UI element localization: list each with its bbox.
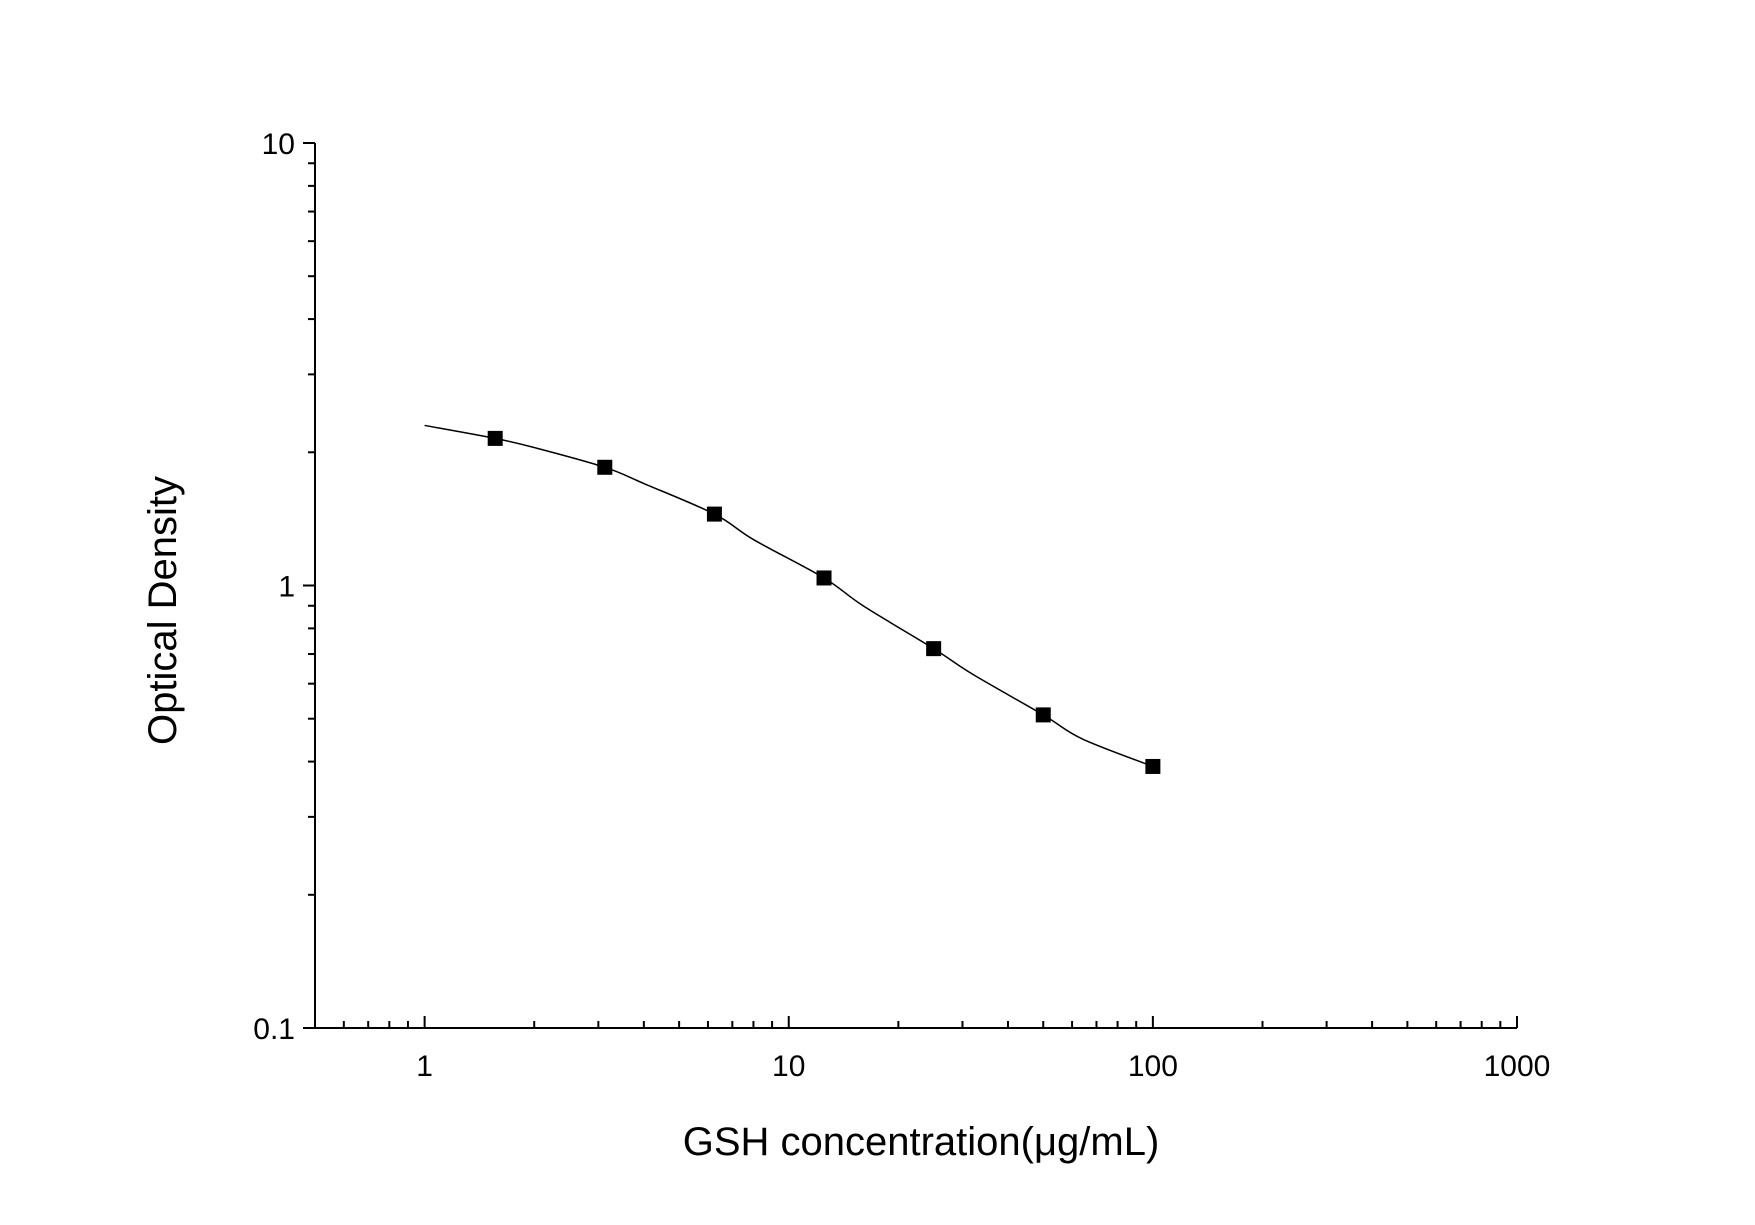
y-tick-label: 0.1 (253, 1013, 295, 1046)
data-point (926, 641, 942, 657)
data-point (816, 570, 832, 586)
data-point (487, 430, 503, 446)
y-ticks: 0.1 1 10 (253, 128, 315, 1046)
y-tick-label: 1 (278, 571, 295, 604)
y-axis: 0.1 1 10 Optical Density (141, 128, 316, 1046)
data-point (1035, 707, 1051, 723)
x-axis-title: GSH concentration(μg/mL) (683, 1120, 1160, 1164)
y-tick-label: 10 (262, 128, 295, 161)
data-point (706, 506, 722, 522)
x-axis: 1 10 100 1000 GSH concentration(μg/mL) (314, 1016, 1551, 1164)
x-tick-label: 1 (416, 1050, 433, 1083)
x-tick-label: 10 (772, 1050, 805, 1083)
x-tick-label: 100 (1128, 1050, 1178, 1083)
plot-area (424, 424, 1161, 774)
x-ticks: 1 10 100 1000 (314, 1016, 1551, 1083)
data-point (1145, 758, 1161, 774)
data-point (597, 459, 613, 475)
data-points (487, 430, 1161, 774)
y-axis-title: Optical Density (141, 476, 185, 745)
x-tick-label: 1000 (1484, 1050, 1551, 1083)
